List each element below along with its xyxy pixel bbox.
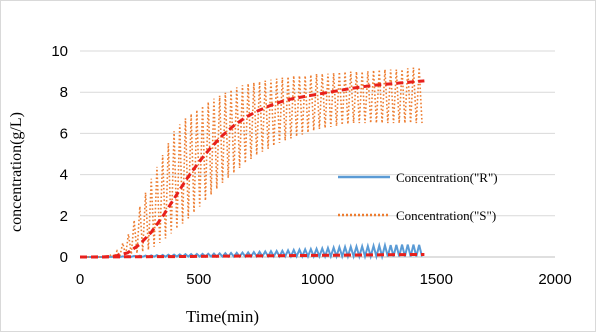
series-group <box>79 67 425 261</box>
fit-line-3 <box>79 253 425 259</box>
x-tick-label: 1000 <box>301 271 334 288</box>
legend: Concentration("R") Concentration("S") <box>338 170 498 223</box>
y-tick-label: 0 <box>60 249 68 266</box>
y-axis-label: concentration(g/L) <box>8 112 25 232</box>
legend-label-s: Concentration("S") <box>396 208 496 223</box>
x-axis-label: Time(min) <box>186 307 259 326</box>
y-tick-label: 4 <box>60 167 68 184</box>
y-tick-label: 6 <box>60 125 68 142</box>
legend-label-r: Concentration("R") <box>396 170 498 185</box>
x-tick-label: 500 <box>186 271 211 288</box>
x-tick-label: 2000 <box>538 271 571 288</box>
fit-line-2 <box>80 79 425 259</box>
series-s-line <box>80 67 423 259</box>
x-tick-label: 1500 <box>420 271 453 288</box>
x-tick-label: 0 <box>76 271 84 288</box>
y-tick-label: 10 <box>51 43 68 60</box>
y-tick-label: 8 <box>60 84 68 101</box>
y-tick-label: 2 <box>60 208 68 225</box>
tick-labels: 0 2 4 6 8 10 0 500 1000 1500 2000 <box>51 43 571 288</box>
